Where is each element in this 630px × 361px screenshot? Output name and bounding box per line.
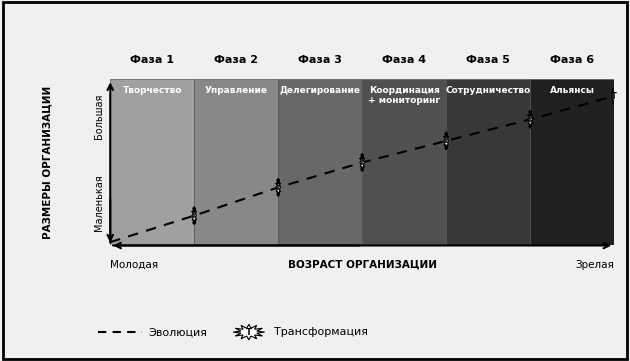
Text: Альянсы: Альянсы [550, 86, 595, 95]
Text: Зрелая: Зрелая [575, 260, 614, 270]
Text: T: T [246, 328, 252, 336]
Text: ВОЗРАСТ ОРГАНИЗАЦИИ: ВОЗРАСТ ОРГАНИЗАЦИИ [288, 260, 437, 270]
Bar [278, 79, 362, 245]
Bar [530, 79, 614, 245]
Bar [194, 79, 278, 245]
Text: Фаза 1: Фаза 1 [130, 55, 175, 65]
Polygon shape [612, 87, 617, 105]
Text: T: T [611, 92, 617, 100]
Text: T: T [359, 158, 365, 167]
Text: Молодая: Молодая [110, 260, 158, 270]
Bar [446, 79, 530, 245]
Text: T: T [192, 211, 197, 220]
Text: Управление: Управление [205, 86, 268, 95]
Bar [110, 79, 194, 245]
Text: Фаза 4: Фаза 4 [382, 55, 427, 65]
Text: РАЗМЕРЫ ОРГАНИЗАЦИИ: РАЗМЕРЫ ОРГАНИЗАЦИИ [42, 86, 52, 239]
Text: T: T [444, 136, 449, 145]
Polygon shape [276, 178, 280, 196]
Text: Фаза 5: Фаза 5 [466, 55, 510, 65]
Text: T: T [275, 183, 281, 192]
Polygon shape [192, 206, 197, 225]
Text: Эволюция: Эволюция [148, 327, 207, 337]
Text: Трансформация: Трансформация [274, 327, 368, 337]
Polygon shape [444, 132, 449, 150]
Text: Творчество: Творчество [122, 86, 182, 95]
Text: Маленькая: Маленькая [94, 174, 104, 231]
Bar [362, 79, 446, 245]
Text: Делегирование: Делегирование [280, 86, 361, 95]
Text: Фаза 2: Фаза 2 [214, 55, 258, 65]
Polygon shape [360, 153, 365, 171]
Text: T: T [527, 115, 533, 124]
Text: Фаза 3: Фаза 3 [299, 55, 342, 65]
Text: Координация
+ мониторинг: Координация + мониторинг [368, 86, 440, 105]
Polygon shape [528, 110, 532, 129]
Text: Большая: Большая [94, 94, 104, 139]
Text: Сотрудничество: Сотрудничество [445, 86, 531, 95]
Text: Фаза 6: Фаза 6 [550, 55, 594, 65]
